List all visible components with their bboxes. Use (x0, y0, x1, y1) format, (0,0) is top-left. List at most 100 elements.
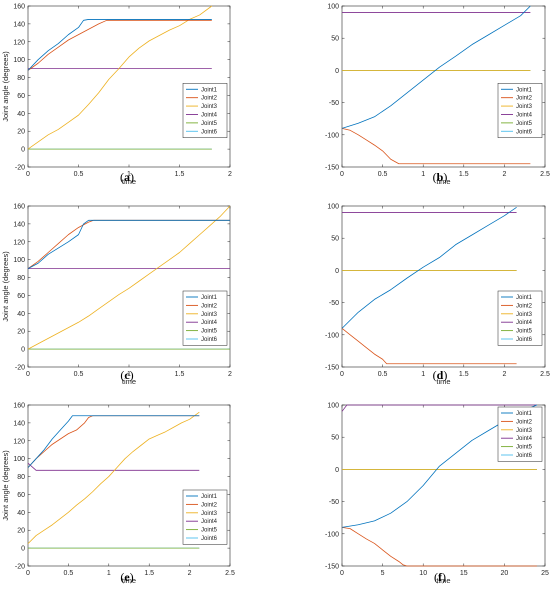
chart-e: 0 0.5 1 1.5 2 2.5-20020406080100120140160time… (1, 403, 235, 586)
y-tick-label: 160 (13, 4, 25, 11)
chart-a: 0 0.5 1 1.5 2-20020406080100120140160timeJoi… (1, 4, 232, 187)
x-tick-label: 2.5 (540, 371, 550, 378)
y-tick-label: 20 (17, 129, 25, 136)
y-tick-label: 20 (17, 528, 25, 535)
y-tick-label: 50 (331, 236, 339, 243)
y-tick-label: -20 (15, 564, 25, 571)
y-tick-label: 160 (13, 204, 25, 211)
chart-f: 0 5 10 15 20 25-150-100-50050100timeJoint1Joi… (325, 403, 549, 586)
x-axis-label: time (436, 377, 450, 386)
legend-label: Joint3 (201, 511, 218, 517)
y-tick-label: 160 (13, 403, 25, 410)
y-tick-label: 80 (17, 474, 25, 481)
y-tick-label: -100 (325, 132, 339, 139)
x-tick-label: 1 (127, 371, 131, 378)
x-tick-label: 0 (340, 570, 344, 577)
series-line-joint2 (341, 127, 531, 165)
y-tick-label: -100 (325, 531, 339, 538)
legend: Joint1 Joint2 Joint3 Joint4 Joint5 Joint6 (497, 406, 543, 462)
x-tick-label: 0 (340, 171, 344, 178)
y-tick-label: 100 (13, 456, 25, 463)
x-axis-label: time (122, 377, 136, 386)
x-axis-label: time (122, 576, 136, 585)
legend-label: Joint1 (516, 411, 533, 417)
y-tick-label: -150 (325, 365, 339, 372)
legend-label: Joint5 (201, 121, 218, 127)
chart-d: 0 0.5 1 1.5 2 2.5-150-100-50050100timeJoint1J… (325, 204, 550, 387)
legend-label: Joint5 (201, 528, 218, 534)
series-line-joint2 (341, 328, 517, 365)
legend-label: Joint6 (201, 129, 218, 135)
legend-label: Joint5 (201, 329, 218, 335)
y-tick-label: 40 (17, 111, 25, 118)
panel-caption: (d) (433, 368, 448, 382)
legend-label: Joint4 (201, 320, 218, 326)
chart-c: 0 0.5 1 1.5 2-20020406080100120140160timeJoi… (1, 204, 232, 387)
y-tick-label: 0 (21, 147, 25, 154)
legend: Joint1 Joint2 Joint3 Joint4 Joint5 Joint6 (497, 290, 543, 346)
y-tick-label: 100 (327, 204, 339, 211)
x-tick-label: 2.5 (225, 570, 235, 577)
x-tick-label: 1.5 (175, 371, 185, 378)
series-line-joint2 (27, 19, 212, 71)
legend-label: Joint6 (516, 129, 533, 135)
x-tick-label: 5 (381, 570, 385, 577)
legend-label: Joint6 (201, 536, 218, 542)
legend-label: Joint5 (516, 121, 533, 127)
panel-caption: (a) (120, 170, 134, 184)
x-tick-label: 1 (107, 570, 111, 577)
x-tick-label: 1.5 (175, 171, 185, 178)
legend-label: Joint5 (516, 329, 533, 335)
y-tick-label: 100 (13, 257, 25, 264)
legend-label: Joint3 (516, 428, 533, 434)
legend-label: Joint2 (516, 303, 533, 309)
x-axis-label: time (436, 177, 450, 186)
x-axis-label: time (436, 576, 450, 585)
legend-label: Joint1 (516, 295, 533, 301)
x-axis-label: time (122, 177, 136, 186)
legend-label: Joint4 (201, 519, 218, 525)
x-tick-label: 1 (421, 171, 425, 178)
y-tick-label: 140 (13, 221, 25, 228)
legend-label: Joint4 (516, 112, 533, 118)
x-tick-label: 1 (127, 171, 131, 178)
legend-box (497, 83, 543, 138)
legend-label: Joint3 (201, 104, 218, 110)
x-tick-label: 2 (228, 371, 232, 378)
y-tick-label: 60 (17, 492, 25, 499)
legend-label: Joint1 (201, 87, 218, 93)
y-tick-label: 60 (17, 293, 25, 300)
legend-label: Joint6 (201, 337, 218, 343)
y-axis-label: Joint angle (degrees) (1, 51, 10, 122)
legend-label: Joint6 (516, 453, 533, 459)
series-line-joint1 (341, 206, 517, 329)
series-line-joint3 (27, 411, 200, 544)
y-tick-label: 120 (13, 39, 25, 46)
legend-box (182, 489, 228, 545)
y-tick-label: -50 (329, 499, 339, 506)
series-line-joint1 (341, 5, 531, 129)
x-tick-label: 1 (421, 371, 425, 378)
legend-label: Joint6 (516, 337, 533, 343)
y-tick-label: 50 (331, 36, 339, 43)
chart-b: 0 0.5 1 1.5 2 2.5-150-100-50050100timeJoint1J… (325, 4, 550, 187)
legend-label: Joint5 (516, 445, 533, 451)
legend: Joint1 Joint2 Joint3 Joint4 Joint5 Joint6 (497, 83, 543, 138)
y-tick-label: 120 (13, 438, 25, 445)
y-tick-label: 40 (17, 311, 25, 318)
y-tick-label: 140 (13, 21, 25, 28)
y-tick-label: -150 (325, 564, 339, 571)
y-tick-label: -20 (15, 165, 25, 172)
y-tick-label: 20 (17, 329, 25, 336)
legend-label: Joint2 (516, 419, 533, 425)
series-line-joint4 (341, 404, 537, 412)
y-tick-label: 50 (331, 435, 339, 442)
x-tick-label: 0 (340, 371, 344, 378)
y-tick-label: 0 (335, 268, 339, 275)
x-tick-label: 0.5 (74, 171, 84, 178)
x-tick-label: 10 (419, 570, 427, 577)
legend-label: Joint4 (516, 436, 533, 442)
x-tick-label: 1.5 (459, 371, 469, 378)
y-tick-label: 100 (327, 403, 339, 410)
y-axis-label: Joint angle (degrees) (1, 251, 10, 322)
